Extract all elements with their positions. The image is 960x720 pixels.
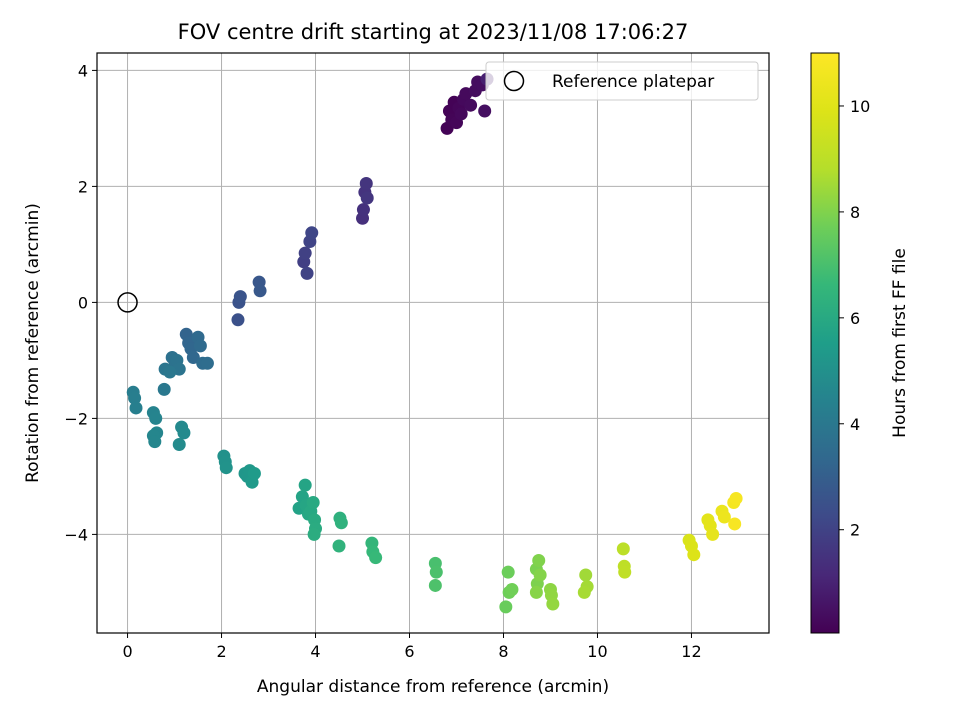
scatter-point	[729, 491, 743, 505]
scatter-point	[334, 516, 348, 530]
scatter-point	[529, 585, 543, 599]
scatter-point	[231, 313, 245, 327]
scatter-point	[616, 542, 630, 556]
scatter-point	[306, 496, 320, 509]
scatter-point	[307, 527, 321, 541]
scatter-point	[298, 478, 312, 492]
scatter-point	[219, 461, 233, 475]
colorbar-gradient	[810, 52, 840, 634]
scatter-point	[429, 565, 443, 579]
x-tick-label: 4	[310, 642, 320, 661]
colorbar-tick-label: 4	[850, 415, 860, 434]
scatter-point	[253, 284, 267, 298]
scatter-point	[157, 382, 171, 396]
grid-lines	[97, 53, 769, 633]
x-tick-label: 2	[216, 642, 226, 661]
x-tick-label: 8	[498, 642, 508, 661]
colorbar-ticks: 2 4 6 8 10	[839, 97, 870, 540]
scatter-point	[501, 565, 515, 579]
scatter-point	[332, 539, 346, 553]
colorbar-tick-label: 10	[850, 97, 870, 116]
scatter-point	[233, 290, 247, 304]
scatter-point	[360, 191, 374, 205]
y-tick-label: −4	[64, 525, 88, 544]
scatter-point	[369, 551, 383, 565]
legend-open-circle-marker	[503, 70, 525, 92]
scatter-point	[728, 517, 742, 531]
colorbar-label: Hours from first FF file	[890, 248, 910, 438]
scatter-point	[149, 411, 163, 425]
scatter-point	[546, 597, 560, 611]
legend: Reference platepar	[485, 61, 759, 101]
legend-label-reference: Reference platepar	[552, 72, 714, 92]
scatter-point	[177, 426, 191, 440]
reference-marker-layer	[117, 292, 138, 313]
y-tick-label: 0	[78, 293, 88, 312]
x-tick-label: 12	[681, 642, 701, 661]
x-axis-title: Angular distance from reference (arcmin)	[257, 677, 609, 697]
scatter-point	[298, 246, 312, 260]
scatter-point	[579, 568, 593, 582]
scatter-point	[163, 365, 177, 379]
scatter-point	[454, 107, 468, 121]
scatter-point	[706, 527, 720, 541]
y-tick-label: −2	[64, 409, 88, 428]
scatter-point	[687, 548, 701, 562]
scatter-point	[577, 585, 591, 599]
scatter-point	[359, 177, 373, 190]
scatter-point	[300, 266, 314, 280]
scatter-point	[356, 203, 370, 217]
y-axis-title: Rotation from reference (arcmin)	[23, 203, 43, 483]
scatter-point	[499, 600, 513, 614]
x-axis-ticks: 0 2 4 6 8 10 12	[122, 633, 702, 661]
scatter-point	[148, 435, 162, 449]
x-tick-label: 10	[587, 642, 607, 661]
scatter-point	[305, 226, 319, 240]
scatter-point	[128, 391, 142, 405]
colorbar-tick-label: 8	[850, 203, 860, 222]
scatter-point	[533, 568, 547, 582]
scatter-point	[505, 583, 519, 596]
scatter-point	[129, 401, 143, 415]
colorbar-tick-label: 2	[850, 521, 860, 540]
y-tick-label: 2	[78, 177, 88, 196]
scatter-point	[428, 578, 442, 592]
y-axis-ticks: −4 −2 0 2 4	[64, 61, 97, 544]
scatter-point	[186, 351, 200, 364]
chart-title: FOV centre drift starting at 2023/11/08 …	[178, 20, 689, 44]
scatter-point	[717, 510, 731, 524]
scatter-point	[618, 565, 632, 579]
colorbar: 2 4 6 8 10 Hours from first FF file	[810, 52, 910, 634]
y-tick-label: 4	[78, 61, 88, 80]
scatter-point	[247, 467, 261, 480]
scatter-point	[478, 104, 492, 118]
legend-box	[485, 61, 759, 101]
data-points	[126, 72, 743, 614]
colorbar-tick-label: 6	[850, 309, 860, 328]
reference-platepar-marker	[117, 292, 138, 313]
scatter-point	[532, 554, 546, 567]
x-tick-label: 6	[404, 642, 414, 661]
scatter-point	[200, 356, 214, 370]
plot-frame	[96, 52, 770, 634]
scatter-point	[464, 98, 478, 112]
x-tick-label: 0	[122, 642, 132, 661]
scatter-point	[172, 438, 186, 451]
scatter-point	[193, 339, 207, 353]
